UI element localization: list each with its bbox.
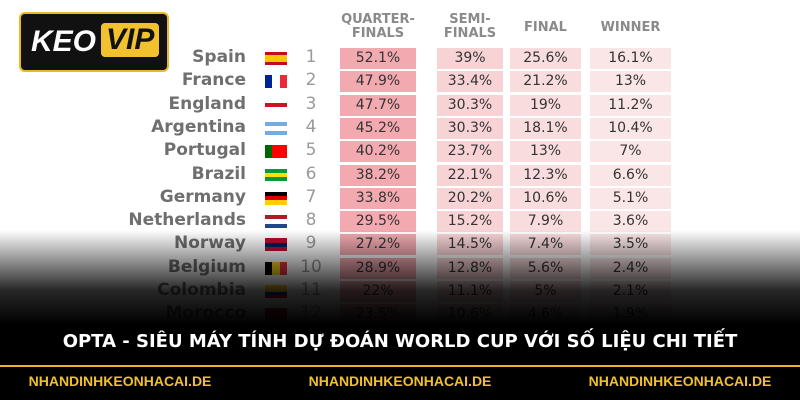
country-name: Brazil	[191, 163, 246, 184]
footer-link[interactable]: NHANDINHKEONHACAI.DE	[588, 373, 772, 389]
country-name: Argentina	[151, 116, 246, 137]
caption: OPTA - SIÊU MÁY TÍNH DỰ ĐOÁN WORLD CUP V…	[62, 331, 738, 352]
rank: 2	[305, 70, 317, 91]
column-header: SEMI-FINALS	[443, 12, 497, 41]
country-name: France	[181, 70, 246, 91]
table-cell: 29.5%	[340, 211, 416, 233]
footer-bar	[0, 365, 800, 400]
table-cell: 47.7%	[340, 94, 416, 116]
rank: 8	[305, 210, 317, 231]
logo: KEO VIP	[19, 12, 169, 72]
table-cell: 30.3%	[437, 117, 503, 139]
flag	[265, 121, 287, 135]
logo-badge: VIP	[101, 23, 160, 57]
table-cell: 21.2%	[510, 71, 581, 93]
column-header: QUARTER-FINALS	[341, 12, 415, 41]
logo-text: KEO	[31, 25, 97, 58]
flag	[265, 75, 287, 89]
table-cell: 25.6%	[510, 48, 581, 69]
table-cell: 12.3%	[510, 164, 581, 186]
flag	[265, 168, 287, 182]
rank: 3	[305, 93, 317, 114]
table-cell: 11.2%	[590, 94, 671, 116]
table-cell: 20.2%	[437, 187, 503, 209]
table-cell: 15.2%	[437, 211, 503, 233]
table-cell: 6.6%	[590, 164, 671, 186]
table-cell: 23.7%	[437, 141, 503, 163]
table-cell: 10.6%	[510, 187, 581, 209]
table-cell: 7%	[590, 141, 671, 163]
table-cell: 16.1%	[590, 48, 671, 69]
table-cell: 7.9%	[510, 211, 581, 233]
rank: 1	[305, 47, 317, 67]
table-cell: 19%	[510, 94, 581, 116]
table-cell: 13%	[510, 141, 581, 163]
table-cell: 45.2%	[340, 117, 416, 139]
table-cell: 22.1%	[437, 164, 503, 186]
overlay	[0, 230, 800, 365]
rank: 5	[305, 140, 317, 161]
table-cell: 33.8%	[340, 187, 416, 209]
table-cell: 13%	[590, 71, 671, 93]
flag	[265, 191, 287, 205]
country-name: Portugal	[163, 140, 246, 161]
flag	[265, 98, 287, 112]
flag	[265, 215, 287, 229]
table-cell: 52.1%	[340, 48, 416, 69]
country-name: Spain	[192, 47, 246, 67]
rank: 7	[305, 186, 317, 207]
table-cell: 38.2%	[340, 164, 416, 186]
flag	[265, 145, 287, 159]
table-cell: 30.3%	[437, 94, 503, 116]
table-cell: 5.1%	[590, 187, 671, 209]
table-cell: 10.4%	[590, 117, 671, 139]
footer-link[interactable]: NHANDINHKEONHACAI.DE	[308, 373, 492, 389]
rank: 6	[305, 163, 317, 184]
table-cell: 3.6%	[590, 211, 671, 233]
rank: 4	[305, 116, 317, 137]
country-name: England	[168, 93, 246, 114]
column-header: WINNER	[600, 20, 661, 35]
table-cell: 47.9%	[340, 71, 416, 93]
flag	[265, 52, 287, 65]
table-cell: 33.4%	[437, 71, 503, 93]
table-cell: 39%	[437, 48, 503, 69]
country-name: Germany	[159, 186, 246, 207]
column-header: FINAL	[524, 20, 567, 35]
footer-link[interactable]: NHANDINHKEONHACAI.DE	[28, 373, 212, 389]
country-name: Netherlands	[128, 210, 246, 231]
table-cell: 18.1%	[510, 117, 581, 139]
table-cell: 40.2%	[340, 141, 416, 163]
